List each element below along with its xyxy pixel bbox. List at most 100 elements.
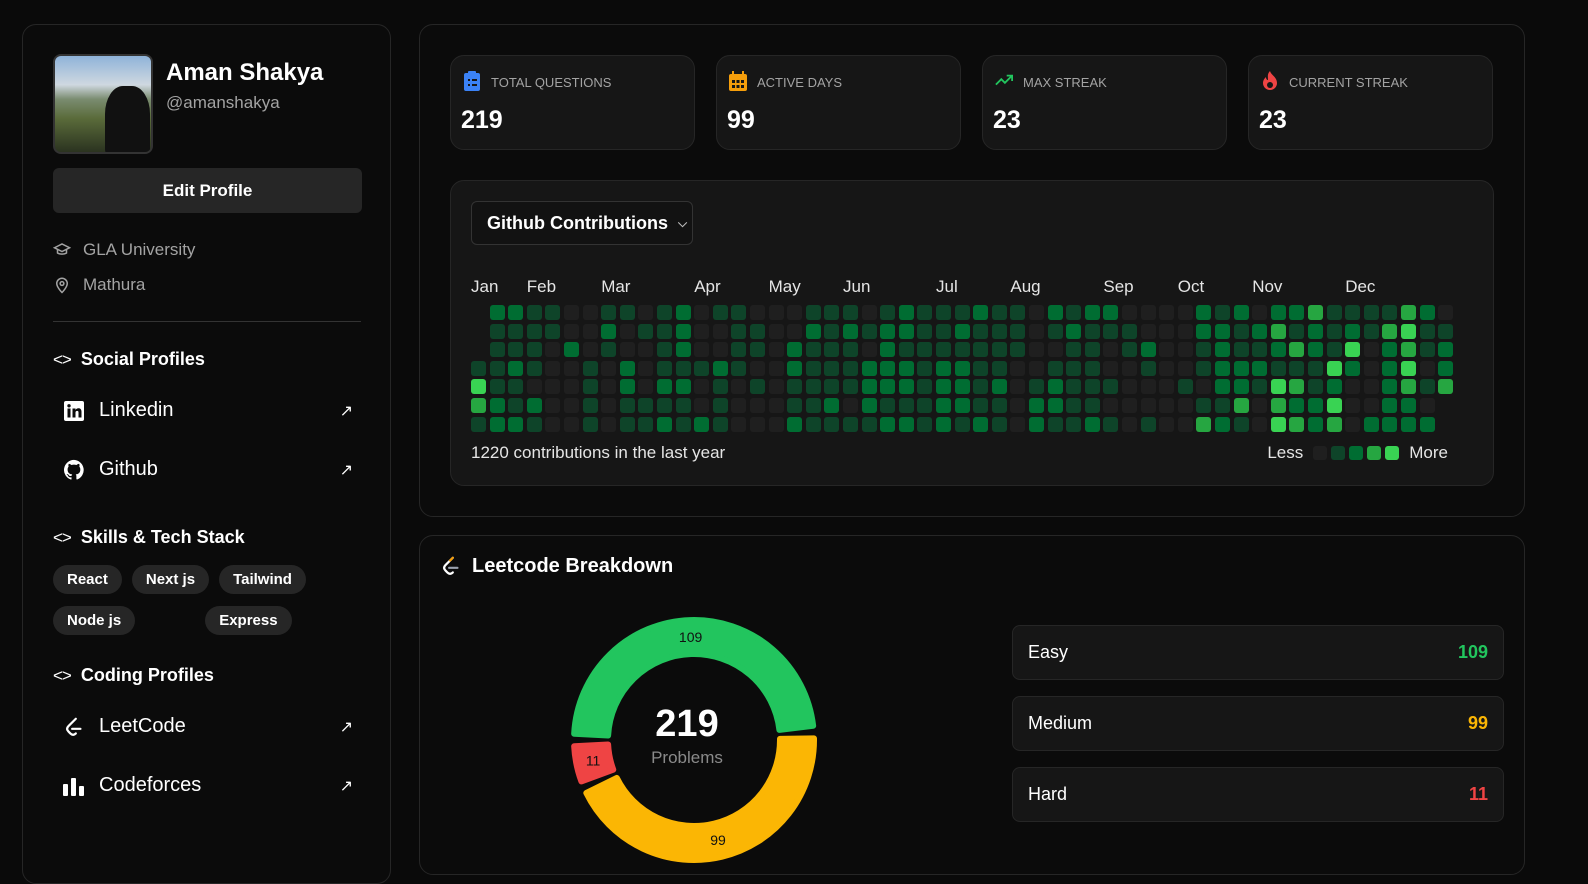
contribution-day-cell[interactable] [1047,305,1063,320]
contribution-day-cell[interactable] [880,342,896,358]
contribution-day-cell[interactable] [1159,379,1175,395]
contribution-day-cell[interactable] [1382,379,1398,395]
contribution-day-cell[interactable] [1215,398,1230,413]
contribution-day-cell[interactable] [1215,342,1230,358]
contribution-day-cell[interactable] [824,323,840,339]
contribution-day-cell[interactable] [1047,342,1063,358]
contribution-day-cell[interactable] [954,323,970,339]
contribution-day-cell[interactable] [1140,305,1156,320]
contribution-day-cell[interactable] [880,379,896,395]
contribution-day-cell[interactable] [1122,360,1137,376]
contribution-day-cell[interactable] [936,416,951,432]
contribution-day-cell[interactable] [694,398,710,413]
contribution-day-cell[interactable] [768,342,784,358]
contribution-day-cell[interactable] [526,323,542,339]
contribution-day-cell[interactable] [1103,305,1119,320]
contribution-day-cell[interactable] [582,305,598,320]
contribution-day-cell[interactable] [619,379,635,395]
contribution-day-cell[interactable] [657,305,672,320]
contribution-day-cell[interactable] [1363,379,1379,395]
contribution-day-cell[interactable] [731,379,747,395]
contribution-day-cell[interactable] [1177,416,1193,432]
contribution-day-cell[interactable] [954,416,970,432]
contribution-day-cell[interactable] [861,398,877,413]
contribution-day-cell[interactable] [917,323,933,339]
contribution-day-cell[interactable] [675,360,691,376]
contribution-day-cell[interactable] [991,305,1007,320]
contribution-day-cell[interactable] [954,305,970,320]
contribution-day-cell[interactable] [1419,323,1435,339]
contribution-day-cell[interactable] [861,305,877,320]
contribution-day-cell[interactable] [973,398,989,413]
contribution-day-cell[interactable] [545,323,561,339]
contribution-day-cell[interactable] [1159,416,1175,432]
contribution-day-cell[interactable] [1122,379,1137,395]
contribution-day-cell[interactable] [805,342,821,358]
contribution-day-cell[interactable] [1215,305,1230,320]
contribution-day-cell[interactable] [861,323,877,339]
contribution-day-cell[interactable] [731,342,747,358]
contribution-day-cell[interactable] [1270,360,1286,376]
contribution-day-cell[interactable] [1252,323,1268,339]
contribution-day-cell[interactable] [1196,379,1212,395]
contribution-day-cell[interactable] [675,416,691,432]
contribution-day-cell[interactable] [1103,416,1119,432]
contribution-day-cell[interactable] [1382,323,1398,339]
contribution-day-cell[interactable] [805,323,821,339]
contribution-day-cell[interactable] [898,323,914,339]
contribution-day-cell[interactable] [1270,342,1286,358]
contribution-day-cell[interactable] [1122,416,1137,432]
contribution-day-cell[interactable] [1382,342,1398,358]
contribution-day-cell[interactable] [1401,360,1416,376]
contribution-day-cell[interactable] [1159,398,1175,413]
contribution-day-cell[interactable] [1345,360,1361,376]
contribution-day-cell[interactable] [1308,342,1323,358]
contribution-day-cell[interactable] [694,379,710,395]
contribution-day-cell[interactable] [917,305,933,320]
contribution-day-cell[interactable] [1363,342,1379,358]
contribution-day-cell[interactable] [1270,379,1286,395]
contribution-day-cell[interactable] [694,323,710,339]
contribution-day-cell[interactable] [1029,323,1044,339]
contribution-day-cell[interactable] [1438,342,1454,358]
contribution-day-cell[interactable] [880,360,896,376]
contribution-day-cell[interactable] [843,305,858,320]
contribution-day-cell[interactable] [731,305,747,320]
contribution-day-cell[interactable] [824,342,840,358]
contribution-day-cell[interactable] [1177,379,1193,395]
contribution-day-cell[interactable] [1401,379,1416,395]
contribution-day-cell[interactable] [787,360,803,376]
contribution-day-cell[interactable] [1084,305,1100,320]
contribution-day-cell[interactable] [1363,416,1379,432]
contribution-day-cell[interactable] [898,305,914,320]
contribution-day-cell[interactable] [712,398,728,413]
contribution-day-cell[interactable] [1270,398,1286,413]
contribution-day-cell[interactable] [1289,379,1305,395]
contribution-day-cell[interactable] [489,416,505,432]
contribution-day-cell[interactable] [1382,416,1398,432]
contribution-day-cell[interactable] [619,360,635,376]
coding-link-codeforces[interactable]: Codeforces ↗ [63,774,353,797]
contribution-day-cell[interactable] [508,323,524,339]
contribution-day-cell[interactable] [1010,323,1026,339]
contribution-day-cell[interactable] [1326,305,1342,320]
contribution-day-cell[interactable] [712,305,728,320]
contribution-day-cell[interactable] [601,416,617,432]
contribution-day-cell[interactable] [545,398,561,413]
contribution-day-cell[interactable] [1252,342,1268,358]
contribution-day-cell[interactable] [1010,416,1026,432]
contribution-day-cell[interactable] [638,305,654,320]
contribution-day-cell[interactable] [675,323,691,339]
donut-slice-medium[interactable] [583,735,817,863]
contribution-day-cell[interactable] [657,360,672,376]
contribution-day-cell[interactable] [619,398,635,413]
contribution-day-cell[interactable] [768,379,784,395]
contribution-day-cell[interactable] [638,342,654,358]
contribution-day-cell[interactable] [750,398,765,413]
contribution-day-cell[interactable] [1345,379,1361,395]
contribution-day-cell[interactable] [657,379,672,395]
contribution-day-cell[interactable] [1010,398,1026,413]
contribution-day-cell[interactable] [1401,398,1416,413]
contribution-day-cell[interactable] [582,360,598,376]
contribution-day-cell[interactable] [638,323,654,339]
